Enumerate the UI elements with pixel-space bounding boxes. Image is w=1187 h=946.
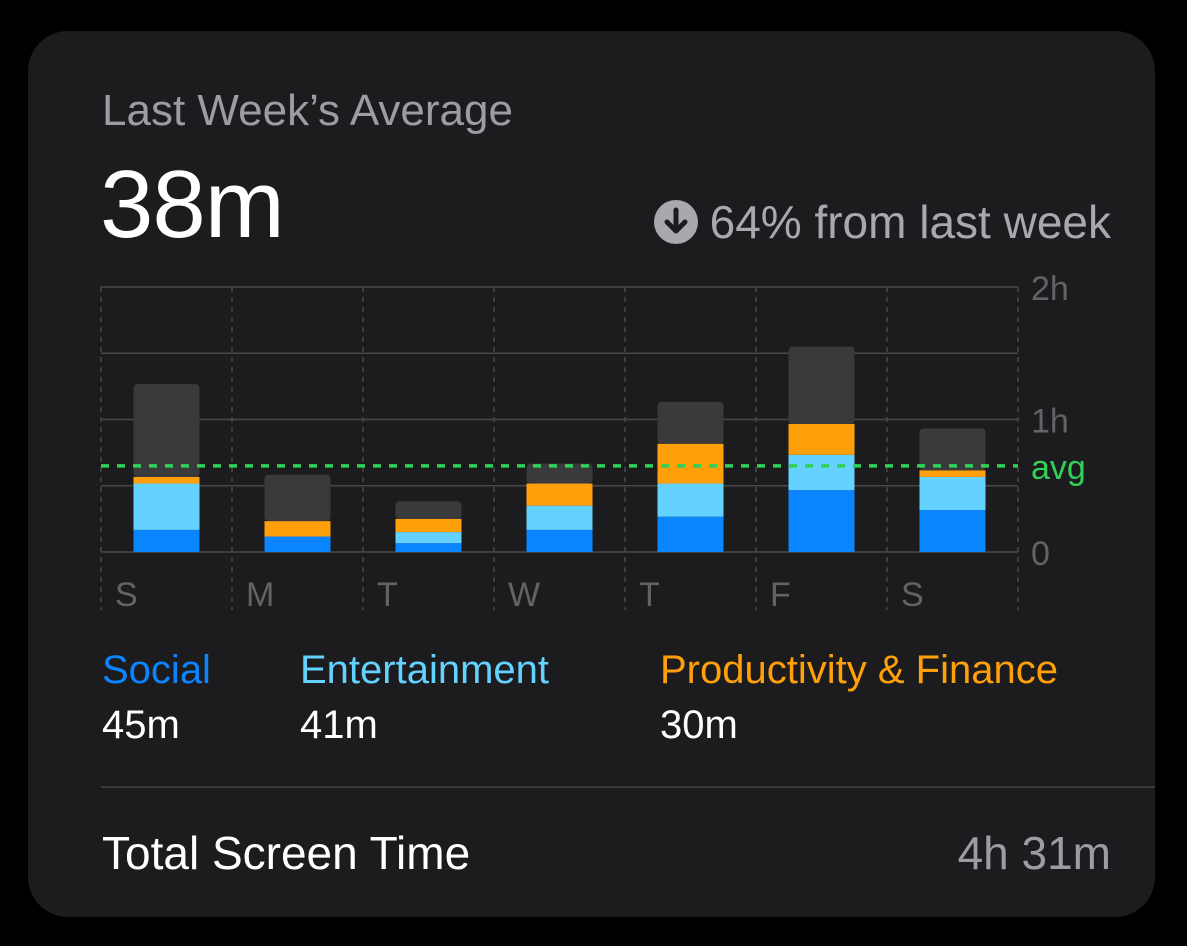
y-tick-label: 2h — [1031, 270, 1069, 308]
weekly-change-text: 64% from last week — [709, 196, 1111, 248]
bar-segment-entertainment — [919, 476, 986, 511]
daily-average-value: 38m — [100, 151, 285, 258]
legend-entertainment-label: Entertainment — [300, 648, 550, 692]
bar-segment-other — [395, 501, 462, 519]
x-tick-label: S — [115, 576, 138, 614]
bar-segment-productivity-finance — [526, 483, 593, 506]
bar-segment-entertainment — [133, 483, 200, 530]
bar-segment-social — [526, 529, 593, 552]
total-screen-time-label[interactable]: Total Screen Time — [102, 827, 471, 879]
legend-social-label: Social — [102, 648, 211, 692]
weekly-change: 64% from last week — [653, 195, 1111, 249]
bar-segment-social — [133, 529, 200, 552]
bar-segment-other — [264, 474, 331, 522]
bar-segment-social — [788, 490, 855, 552]
arrow-down-circle-icon — [653, 200, 698, 244]
legend-productivity[interactable]: Productivity & Finance 30m — [660, 648, 1058, 748]
x-tick-label: S — [901, 576, 924, 614]
card-subtitle: Last Week’s Average — [102, 86, 513, 135]
legend-entertainment[interactable]: Entertainment 41m — [300, 648, 549, 748]
bar-segment-other — [133, 384, 200, 477]
bar-segment-productivity-finance — [919, 470, 986, 477]
total-screen-time-value: 4h 31m — [957, 827, 1111, 879]
y-tick-label: 0 — [1031, 535, 1050, 573]
bar-segment-productivity-finance — [395, 518, 462, 533]
bar-segment-social — [919, 510, 986, 552]
bar-segment-other — [657, 401, 724, 444]
bar-segment-social — [395, 543, 462, 552]
x-tick-label: T — [639, 576, 660, 614]
bar-segment-other — [526, 463, 593, 484]
bar-segment-entertainment — [526, 505, 593, 530]
legend-entertainment-value: 41m — [300, 703, 378, 747]
bar-segment-entertainment — [395, 532, 462, 544]
bar-segment-other — [919, 428, 986, 471]
bar-segment-productivity-finance — [788, 423, 855, 455]
legend-productivity-label: Productivity & Finance — [660, 648, 1058, 692]
divider — [101, 786, 1155, 788]
x-tick-label: W — [508, 576, 540, 614]
y-tick-label: 1h — [1031, 403, 1069, 441]
bar-segment-entertainment — [657, 483, 724, 517]
x-tick-label: T — [377, 576, 398, 614]
legend-social[interactable]: Social 45m — [102, 648, 211, 748]
bar-segment-productivity-finance — [264, 521, 331, 537]
bar-segment-other — [788, 346, 855, 424]
bar-segment-productivity-finance — [657, 443, 724, 484]
bar-segment-productivity-finance — [133, 476, 200, 484]
bar-segment-social — [264, 536, 331, 552]
legend-social-value: 45m — [102, 703, 180, 747]
bar-segment-entertainment — [788, 454, 855, 491]
bar-segment-social — [657, 516, 724, 552]
legend-productivity-value: 30m — [660, 703, 738, 747]
average-label: avg — [1031, 449, 1086, 487]
x-tick-label: M — [246, 576, 274, 614]
x-tick-label: F — [770, 576, 791, 614]
